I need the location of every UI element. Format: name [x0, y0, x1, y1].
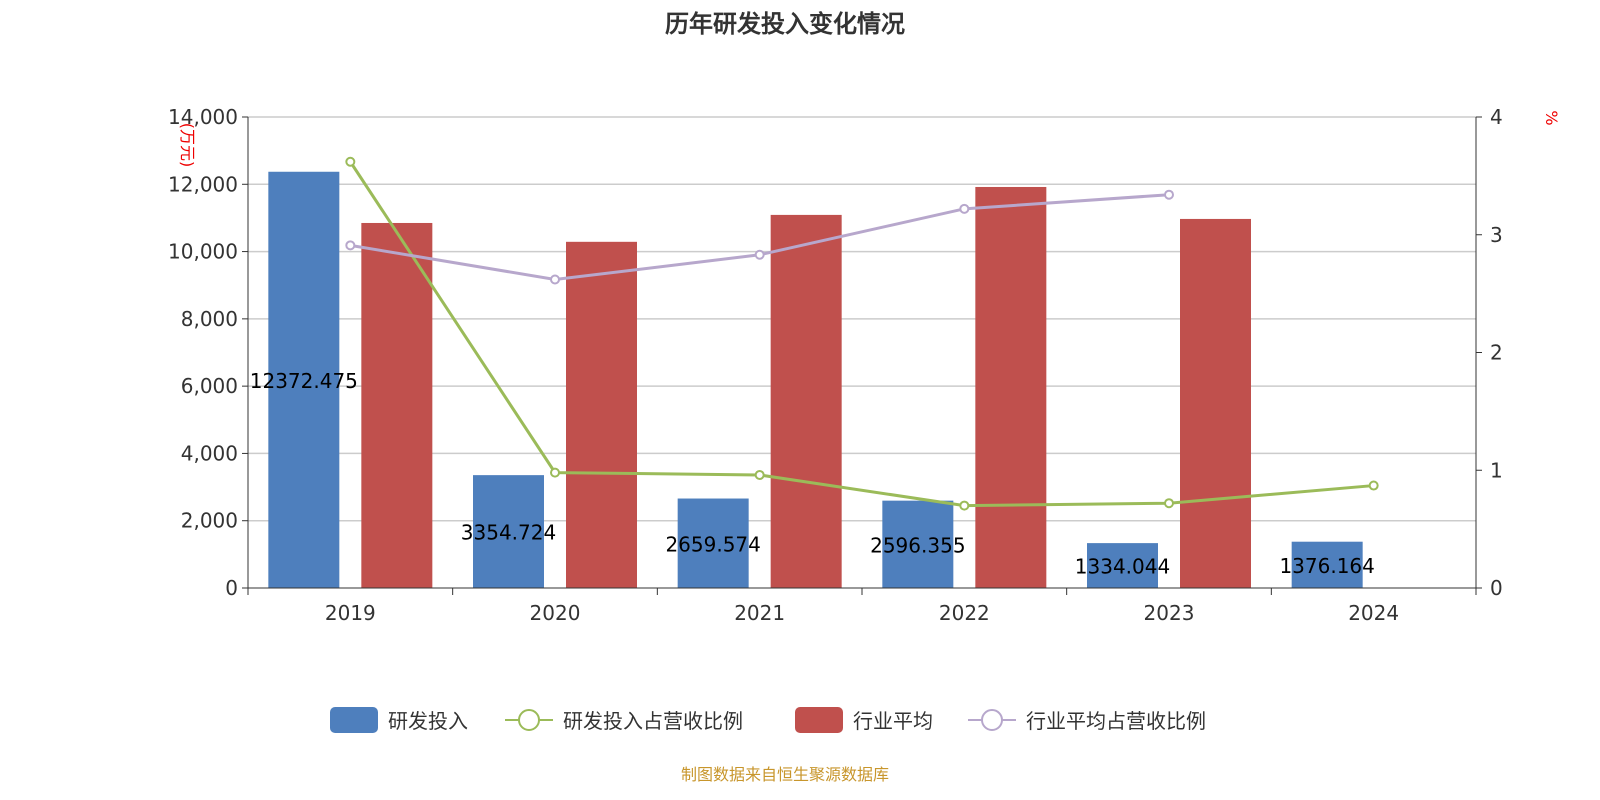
bar-data-label: 1334.044 — [1075, 555, 1170, 579]
legend-label: 行业平均 — [853, 709, 933, 733]
y-right-tick-label: 3 — [1490, 223, 1503, 247]
bar-rd — [882, 500, 954, 588]
y-left-tick-label: 0 — [225, 576, 238, 600]
bar-rd — [268, 171, 340, 589]
line-series — [349, 160, 1374, 508]
bar-industry — [975, 186, 1047, 588]
bar-data-label: 3354.724 — [461, 521, 556, 545]
bar-data-label: 2659.574 — [665, 532, 760, 556]
bar-data-label: 2596.355 — [870, 533, 965, 557]
y-left-tick-label: 6,000 — [181, 374, 238, 398]
x-tick-label: 2023 — [1144, 601, 1195, 625]
line-point — [959, 203, 970, 214]
line-point — [1164, 498, 1174, 509]
y-right-tick-label: 1 — [1490, 458, 1503, 482]
bar-rd — [473, 475, 544, 588]
y-left-tick-label: 12,000 — [168, 172, 238, 196]
y-right-axis-label: % — [1542, 110, 1561, 125]
x-tick-label: 2024 — [1348, 601, 1399, 625]
y-left-tick-label: 10,000 — [168, 240, 238, 264]
legend-label: 行业平均占营收比例 — [1026, 709, 1206, 733]
y-right-tick-label: 0 — [1490, 576, 1503, 600]
bar-rd — [1087, 543, 1158, 588]
line-point — [1368, 480, 1379, 491]
legend-swatch-marker — [981, 709, 1003, 731]
x-tick-label: 2022 — [939, 601, 990, 625]
y-right-tick-label: 4 — [1490, 105, 1503, 129]
bar-industry — [1180, 218, 1251, 588]
legend-swatch — [795, 707, 843, 733]
y-right-tick-label: 2 — [1490, 341, 1503, 365]
y-left-tick-label: 4,000 — [181, 441, 238, 465]
y-left-tick-label: 2,000 — [181, 509, 238, 533]
legend-swatch-marker — [518, 709, 540, 731]
y-left-axis-label: (万元) — [178, 123, 197, 168]
bar-industry — [361, 222, 433, 588]
legend-label: 研发投入 — [388, 709, 468, 733]
line-point — [959, 500, 970, 511]
bar-data-label: 12372.475 — [250, 369, 358, 393]
y-left-tick-label: 14,000 — [168, 105, 238, 129]
legend-label: 研发投入占营收比例 — [563, 709, 743, 733]
line-point — [550, 274, 560, 285]
bar-rd — [1291, 541, 1363, 588]
legend-swatch — [330, 707, 378, 733]
line-point — [345, 240, 356, 251]
line-point — [345, 156, 356, 167]
line-point — [1164, 189, 1174, 200]
bar-industry — [566, 241, 637, 588]
bar-industry — [770, 214, 842, 589]
x-tick-label: 2021 — [734, 601, 785, 625]
bar-data-label: 1376.164 — [1279, 554, 1374, 578]
x-tick-label: 2020 — [530, 601, 581, 625]
x-tick-label: 2019 — [325, 601, 376, 625]
chart-title: 历年研发投入变化情况 — [665, 10, 905, 38]
y-left-tick-label: 8,000 — [181, 307, 238, 331]
bar-rd — [677, 498, 749, 588]
line-point — [754, 469, 765, 480]
line-point — [754, 249, 765, 260]
line-point — [550, 467, 560, 478]
source-note: 制图数据来自恒生聚源数据库 — [681, 765, 889, 784]
